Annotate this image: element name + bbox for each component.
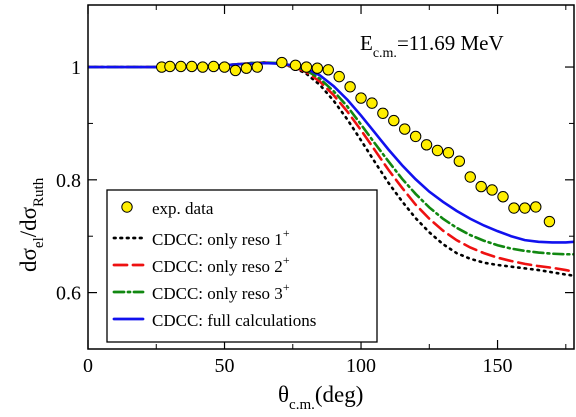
exp-data-point: [229, 64, 242, 77]
exp-data-point: [543, 215, 556, 228]
legend-exp-marker: [121, 201, 133, 213]
experimental-points-layer: [156, 56, 556, 228]
tick-labels: 0 50 100 150 0.6 0.8 1: [56, 57, 513, 377]
exp-data-point: [355, 92, 367, 104]
energy-annotation: Ec.m.=11.69 MeV: [360, 31, 504, 61]
exp-data-point: [431, 144, 444, 157]
y-tick-label: 1: [71, 57, 81, 79]
exp-data-point: [240, 62, 253, 74]
exp-data-point: [207, 60, 220, 73]
exp-data-point: [388, 114, 400, 127]
legend-label-2: CDCC: only reso 2+: [152, 253, 290, 276]
exp-data-point: [497, 191, 509, 203]
legend-box: [106, 189, 378, 343]
exp-data-point: [300, 61, 313, 73]
exp-data-point: [399, 123, 411, 135]
exp-data-point: [322, 64, 334, 76]
legend-entry-exp-data: exp. data: [121, 199, 214, 218]
legend-label-1: CDCC: only reso 1+: [152, 226, 290, 249]
exp-data-point: [164, 60, 176, 73]
legend-label-4: CDCC: full calculations: [152, 311, 316, 330]
x-axis-label: θc.m.(deg): [278, 382, 363, 413]
legend-label-3: CDCC: only reso 3+: [152, 280, 290, 303]
exp-data-point: [196, 61, 209, 73]
exp-data-point: [464, 171, 476, 183]
legend-exp-label: exp. data: [152, 199, 214, 218]
exp-data-point: [289, 59, 302, 72]
x-tick-label: 0: [83, 355, 93, 377]
y-tick-label: 0.8: [56, 170, 81, 192]
exp-data-point: [508, 202, 520, 214]
legend: exp. data CDCC: only reso 1+ CDCC: only r…: [106, 189, 378, 343]
plot-frame: [87, 4, 575, 350]
y-axis-label: dσel/dσRuth: [16, 177, 47, 272]
x-tick-label: 100: [346, 355, 376, 377]
exp-data-point: [409, 130, 422, 143]
exp-data-point: [519, 202, 531, 214]
exp-data-point: [344, 81, 356, 93]
exp-data-point: [366, 97, 378, 109]
exp-data-point: [420, 139, 433, 151]
exp-data-point: [218, 61, 231, 73]
exp-data-point: [486, 184, 498, 196]
x-tick-label: 50: [215, 355, 235, 377]
y-tick-label: 0.6: [56, 283, 81, 305]
exp-data-point: [377, 107, 389, 119]
exp-data-point: [453, 155, 466, 167]
x-tick-label: 150: [483, 355, 513, 377]
exp-data-point: [530, 201, 542, 213]
exp-data-point: [475, 180, 487, 193]
exp-data-point: [251, 61, 263, 73]
exp-data-point: [186, 60, 198, 73]
axis-ticks: [87, 5, 574, 349]
exp-data-point: [175, 60, 187, 73]
exp-data-point: [276, 56, 288, 69]
exp-data-point: [311, 62, 324, 74]
exp-data-point: [442, 147, 455, 159]
exp-data-point: [333, 70, 345, 83]
